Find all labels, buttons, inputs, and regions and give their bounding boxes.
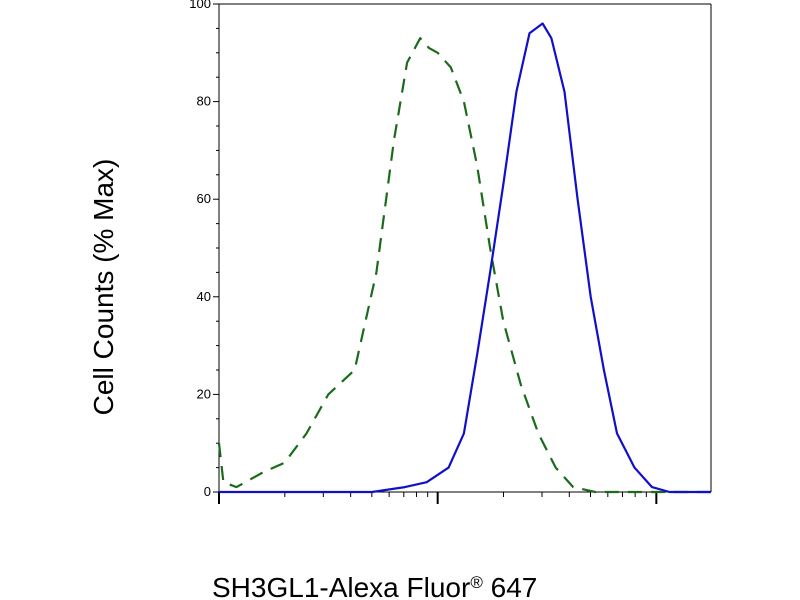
x-axis bbox=[218, 491, 711, 504]
x-axis-title-superscript: ® bbox=[470, 573, 483, 592]
series-layer bbox=[217, 22, 711, 494]
plot-frame bbox=[219, 3, 712, 492]
y-tick-label: 20 bbox=[197, 386, 211, 401]
x-axis-title: SH3GL1-Alexa Fluor® 647 bbox=[212, 572, 537, 600]
y-tick-label: 80 bbox=[197, 94, 211, 109]
x-axis-title-suffix: 647 bbox=[483, 572, 538, 600]
y-tick-label: 40 bbox=[197, 289, 211, 304]
series-line-solid bbox=[219, 22, 711, 494]
y-axis: 0 20 40 60 80 100 bbox=[189, 0, 220, 499]
y-tick-label: 0 bbox=[204, 484, 211, 499]
y-tick-label: 100 bbox=[189, 0, 211, 11]
y-tick-label: 60 bbox=[197, 191, 211, 206]
x-axis-title-main: SH3GL1-Alexa Fluor bbox=[212, 572, 470, 600]
y-axis-title: Cell Counts (% Max) bbox=[88, 159, 119, 416]
series-line-dashed bbox=[217, 37, 711, 494]
